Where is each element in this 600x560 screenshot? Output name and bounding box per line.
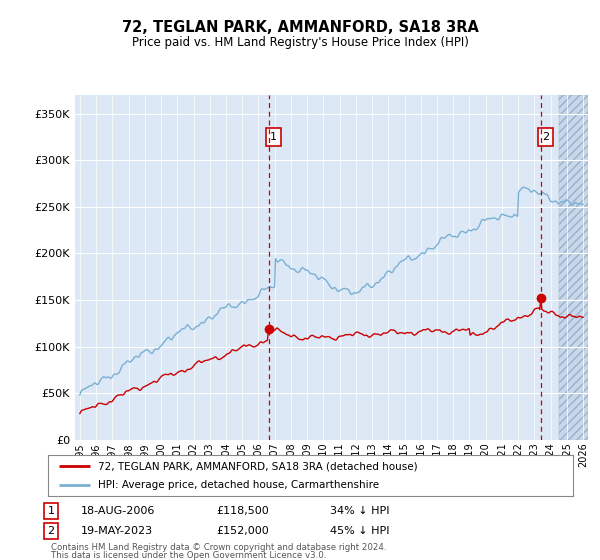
Text: 1: 1 [270, 132, 277, 142]
Text: £152,000: £152,000 [216, 526, 269, 536]
Text: 72, TEGLAN PARK, AMMANFORD, SA18 3RA (detached house): 72, TEGLAN PARK, AMMANFORD, SA18 3RA (de… [98, 461, 418, 471]
Text: £118,500: £118,500 [216, 506, 269, 516]
Text: 72, TEGLAN PARK, AMMANFORD, SA18 3RA: 72, TEGLAN PARK, AMMANFORD, SA18 3RA [122, 20, 478, 35]
Text: 34% ↓ HPI: 34% ↓ HPI [330, 506, 389, 516]
Text: HPI: Average price, detached house, Carmarthenshire: HPI: Average price, detached house, Carm… [98, 480, 379, 489]
Text: 18-AUG-2006: 18-AUG-2006 [81, 506, 155, 516]
Text: 2: 2 [542, 132, 549, 142]
Bar [559, 95, 588, 440]
Text: 1: 1 [47, 506, 55, 516]
Text: Price paid vs. HM Land Registry's House Price Index (HPI): Price paid vs. HM Land Registry's House … [131, 36, 469, 49]
Text: 19-MAY-2023: 19-MAY-2023 [81, 526, 153, 536]
Text: Contains HM Land Registry data © Crown copyright and database right 2024.: Contains HM Land Registry data © Crown c… [51, 543, 386, 552]
Text: 2: 2 [47, 526, 55, 536]
Text: This data is licensed under the Open Government Licence v3.0.: This data is licensed under the Open Gov… [51, 551, 326, 560]
Text: 45% ↓ HPI: 45% ↓ HPI [330, 526, 389, 536]
